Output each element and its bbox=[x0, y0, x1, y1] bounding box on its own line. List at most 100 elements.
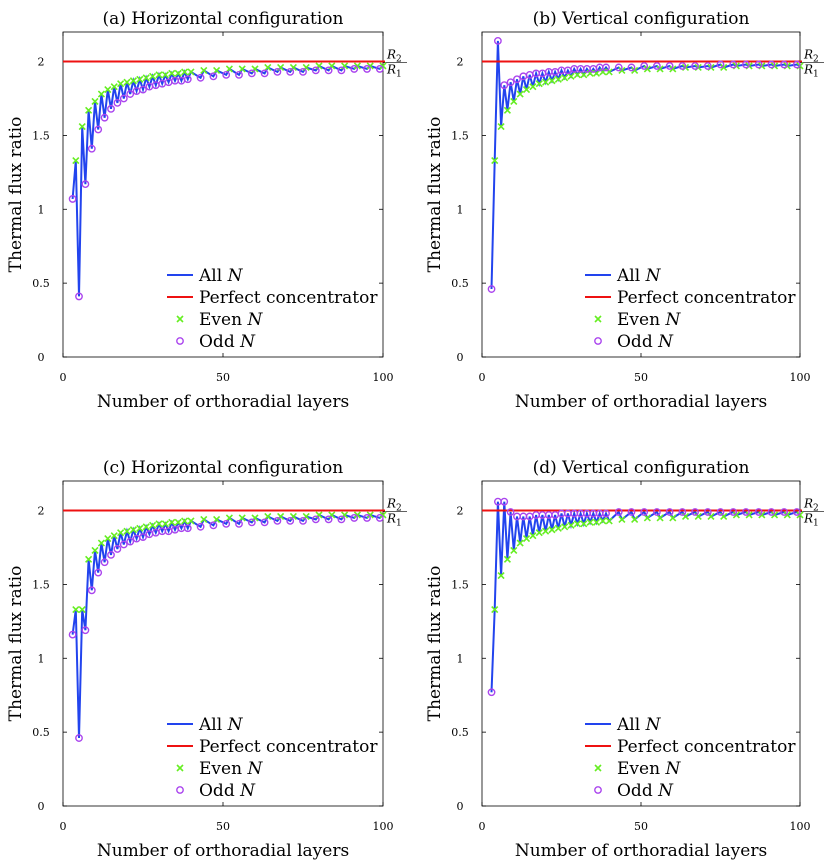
even-n-point bbox=[529, 532, 537, 540]
y-tick-label: 0 bbox=[38, 800, 45, 813]
odd-n-point bbox=[506, 78, 515, 87]
odd-n-point bbox=[363, 65, 371, 73]
even-n-point bbox=[491, 156, 499, 165]
chart-panel: (c) Horizontal configuration 0 0.5 1 1.5 2 0 50… bbox=[6, 458, 407, 861]
even-n-point bbox=[554, 75, 562, 83]
even-n-point bbox=[136, 75, 144, 83]
plot-frame bbox=[62, 480, 384, 807]
x-axis-label: Number of orthoradial layers bbox=[515, 841, 767, 861]
odd-n-point bbox=[742, 60, 750, 69]
even-n-point bbox=[542, 78, 550, 86]
odd-n-point bbox=[678, 508, 687, 516]
even-n-point bbox=[561, 74, 569, 82]
odd-n-point bbox=[363, 514, 371, 522]
even-n-point bbox=[161, 520, 169, 528]
odd-n-point bbox=[139, 85, 147, 94]
odd-n-point bbox=[324, 515, 333, 524]
r1-label: R1 bbox=[803, 63, 819, 80]
odd-n-point bbox=[493, 36, 502, 45]
odd-n-point bbox=[716, 60, 725, 69]
even-n-point bbox=[366, 511, 374, 519]
y-tick-label: 1.5 bbox=[451, 129, 469, 142]
legend-label: Odd N bbox=[617, 332, 674, 352]
odd-n-point bbox=[703, 62, 712, 70]
even-n-point bbox=[161, 71, 169, 79]
y-tick-label: 1.5 bbox=[32, 578, 50, 591]
x-tick-label: 50 bbox=[634, 371, 648, 384]
odd-n-point bbox=[506, 508, 515, 516]
y-tick-label: 1 bbox=[457, 203, 464, 216]
even-n-point bbox=[129, 77, 137, 85]
odd-n-point bbox=[780, 508, 788, 516]
even-n-point bbox=[136, 524, 144, 532]
y-tick-label: 0.5 bbox=[451, 277, 469, 290]
odd-n-point bbox=[100, 558, 109, 567]
r2-label: R2 bbox=[803, 48, 819, 65]
r1-label: R1 bbox=[386, 512, 402, 529]
even-n-point bbox=[573, 520, 581, 528]
even-n-point bbox=[110, 532, 118, 540]
legend-label: All N bbox=[198, 266, 244, 286]
even-n-point bbox=[366, 62, 374, 70]
odd-n-point bbox=[222, 70, 231, 79]
legend-odd-n-swatch bbox=[176, 786, 184, 794]
x-axis-label: Number of orthoradial layers bbox=[97, 841, 349, 861]
plot-frame bbox=[481, 480, 801, 807]
even-n-point bbox=[85, 106, 93, 114]
odd-n-point bbox=[113, 99, 122, 107]
series-all-n-line bbox=[490, 501, 801, 693]
y-tick-label: 2 bbox=[38, 56, 45, 69]
even-n-point bbox=[669, 514, 677, 522]
legend-label: Even N bbox=[617, 759, 681, 779]
even-n-point bbox=[187, 68, 195, 76]
odd-n-point bbox=[196, 522, 205, 531]
y-axis-label: Thermal flux ratio bbox=[425, 566, 445, 722]
x-tick-label: 100 bbox=[373, 371, 394, 384]
odd-n-point bbox=[107, 104, 115, 113]
odd-n-point bbox=[260, 69, 269, 78]
legend-label: Perfect concentrator bbox=[617, 737, 796, 757]
even-n-point bbox=[586, 518, 594, 526]
even-n-point bbox=[770, 511, 779, 519]
even-n-point bbox=[497, 122, 505, 131]
odd-n-point bbox=[487, 285, 496, 293]
odd-n-point bbox=[324, 66, 333, 75]
odd-n-point bbox=[350, 514, 359, 522]
odd-n-point bbox=[500, 497, 509, 506]
odd-n-point bbox=[640, 508, 649, 516]
odd-n-point bbox=[780, 60, 788, 69]
odd-n-point bbox=[716, 508, 725, 516]
even-n-point bbox=[516, 90, 524, 98]
even-n-point bbox=[497, 571, 505, 580]
odd-n-point bbox=[627, 508, 636, 516]
odd-n-point bbox=[703, 508, 712, 516]
even-n-point bbox=[379, 511, 387, 519]
even-n-point bbox=[238, 514, 246, 522]
legend-label: Odd N bbox=[199, 332, 256, 352]
even-n-point bbox=[72, 156, 80, 165]
chart-title: (d) Vertical configuration bbox=[533, 458, 750, 478]
even-n-point bbox=[353, 511, 361, 519]
even-n-point bbox=[631, 66, 639, 74]
x-tick-label: 50 bbox=[216, 820, 230, 833]
even-n-point bbox=[618, 515, 626, 523]
legend-label: Even N bbox=[199, 759, 263, 779]
even-n-point bbox=[149, 521, 157, 529]
even-n-point bbox=[573, 71, 581, 79]
series-all-n-line bbox=[71, 64, 384, 297]
even-n-point bbox=[631, 515, 639, 523]
odd-n-point bbox=[299, 516, 307, 525]
even-n-point bbox=[149, 72, 157, 80]
even-n-point bbox=[529, 83, 537, 91]
even-n-point bbox=[720, 63, 728, 72]
legend-odd-n-swatch bbox=[176, 337, 184, 345]
y-tick-label: 2 bbox=[457, 505, 464, 518]
odd-n-point bbox=[222, 519, 231, 528]
y-tick-label: 0 bbox=[457, 351, 464, 364]
odd-n-point bbox=[75, 292, 83, 301]
legend-label: Even N bbox=[199, 310, 263, 330]
odd-n-point bbox=[235, 70, 243, 79]
even-n-point bbox=[732, 511, 740, 519]
